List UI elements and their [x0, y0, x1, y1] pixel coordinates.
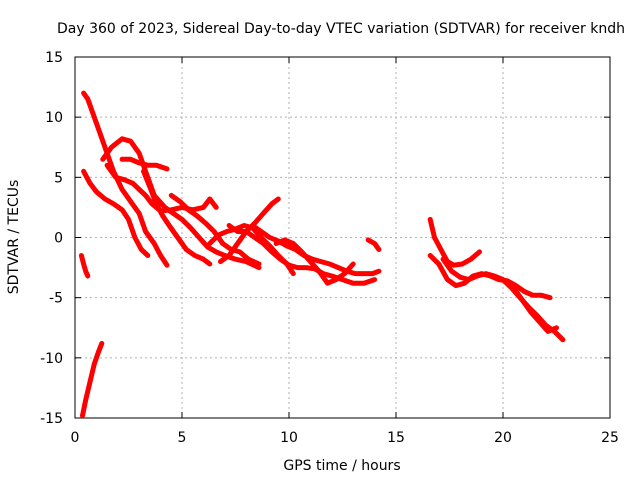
series-line-sat-a [81, 90, 170, 268]
x-tick-label: 20 [494, 430, 512, 446]
series-line-sat-n [78, 253, 91, 279]
y-tick-label: -10 [40, 351, 63, 367]
x-tick-label: 15 [387, 430, 405, 446]
series-line-sat-e [119, 156, 170, 172]
series-line-sat-f [141, 168, 213, 267]
y-tick-label: 5 [54, 170, 63, 186]
series-line-sat-j [226, 223, 378, 286]
x-axis-label: GPS time / hours [283, 458, 400, 474]
series-line-sat-m [365, 237, 382, 252]
y-tick-label: 15 [45, 50, 63, 66]
series-line-sat-g [168, 192, 262, 267]
chart-title: Day 360 of 2023, Sidereal Day-to-day VTE… [57, 21, 625, 37]
x-tick-label: 25 [601, 430, 619, 446]
series-line-sat-l [273, 237, 356, 286]
x-tick-label: 5 [178, 430, 187, 446]
y-axis-label: SDTVAR / TECUs [6, 180, 22, 295]
series-layer [78, 90, 566, 419]
y-tick-label: -15 [40, 411, 63, 427]
y-tick-label: -5 [49, 291, 63, 307]
x-tick-label: 0 [71, 430, 80, 446]
x-tick-label: 10 [280, 430, 298, 446]
series-line-sat-s [511, 285, 559, 334]
axis-ticks: 0 5 10 15 20 25 -15 -10 -5 0 5 10 15 [40, 50, 619, 446]
series-line-sat-k [250, 223, 382, 277]
y-tick-label: 0 [54, 231, 63, 247]
series-line-sat-o [80, 340, 105, 419]
series-line-sat-b [81, 168, 151, 258]
y-tick-label: 10 [45, 110, 63, 126]
grid-layer [75, 57, 610, 418]
series-line-sat-p [427, 216, 482, 268]
series-line-sat-i [218, 196, 281, 265]
